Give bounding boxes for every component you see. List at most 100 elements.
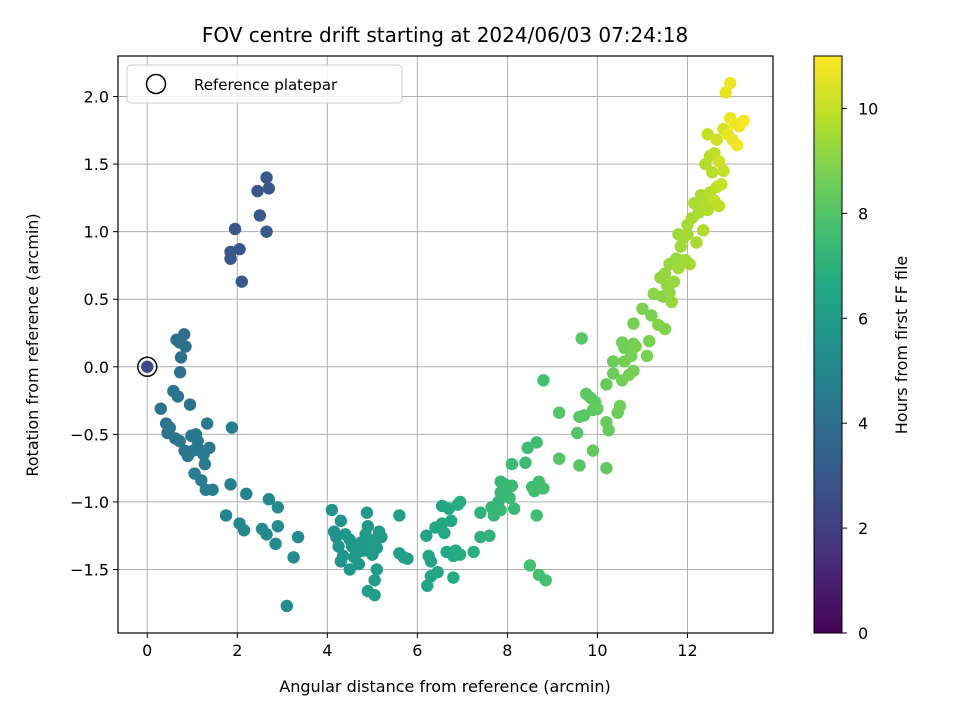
data-point (627, 317, 640, 330)
data-point (719, 86, 732, 99)
y-tick-label: 0.0 (84, 358, 109, 377)
data-point (658, 267, 672, 280)
data-point (521, 441, 534, 455)
data-point (360, 506, 374, 519)
data-point (624, 349, 638, 363)
y-axis-label: Rotation from reference (arcmin) (23, 213, 42, 476)
x-tick-label: 8 (502, 641, 512, 660)
y-tick-label: −1.5 (70, 560, 109, 579)
data-point (240, 487, 253, 501)
data-point (710, 133, 723, 146)
data-point (715, 178, 728, 191)
data-point (717, 164, 730, 178)
data-point (575, 332, 588, 345)
data-point (262, 493, 276, 506)
data-point (629, 340, 642, 353)
data-point (505, 479, 519, 492)
x-tick-label: 0 (142, 641, 152, 660)
data-point (191, 434, 204, 448)
data-point (260, 528, 273, 541)
data-point (494, 503, 507, 517)
data-point (658, 322, 672, 336)
data-point (665, 295, 678, 309)
data-point (171, 390, 185, 403)
data-point (334, 514, 348, 528)
x-tick-label: 2 (232, 641, 242, 660)
data-point (577, 409, 591, 422)
data-point (712, 155, 726, 168)
y-tick-label: 1.0 (84, 223, 109, 242)
data-point (219, 509, 233, 522)
data-point (640, 349, 654, 363)
data-point (701, 203, 714, 217)
data-point (591, 402, 604, 415)
y-axis-ticks: −1.5 −1.0 −0.5 0.0 0.5 1.0 1.5 2.0 (70, 88, 118, 579)
data-point (370, 541, 384, 555)
data-point (706, 166, 719, 179)
data-point (600, 378, 613, 391)
data-point (195, 474, 208, 487)
data-point (697, 224, 710, 237)
y-tick-label: −1.0 (70, 493, 109, 512)
data-point (375, 530, 388, 544)
data-point (421, 579, 434, 592)
data-point (724, 76, 737, 90)
data-point (667, 275, 681, 288)
data-point (225, 421, 239, 434)
data-point (683, 257, 696, 271)
colorbar-tick-label: 10 (858, 99, 878, 118)
data-point (291, 530, 305, 544)
data-point (570, 426, 584, 440)
data-point (701, 128, 714, 141)
data-point (179, 340, 192, 353)
data-point (474, 506, 487, 519)
data-point (647, 287, 660, 301)
data-point (154, 402, 167, 415)
colorbar: 0 2 4 6 8 10 Hours from first FF file (813, 55, 911, 643)
data-point (643, 334, 656, 348)
data-point (438, 526, 451, 540)
colorbar-label: Hours from first FF file (892, 256, 911, 435)
data-point (530, 509, 543, 522)
colorbar-tick-label: 4 (858, 414, 868, 433)
data-point (325, 503, 339, 517)
data-point (663, 286, 676, 299)
data-point (253, 209, 267, 222)
x-axis-ticks: 0 2 4 6 8 10 12 (142, 633, 698, 660)
data-point (200, 417, 214, 430)
y-tick-label: −0.5 (70, 425, 109, 444)
x-tick-label: 12 (677, 641, 697, 660)
data-point (447, 571, 460, 584)
data-point (260, 225, 273, 238)
data-point (173, 366, 187, 379)
data-point (615, 336, 629, 349)
data-point (262, 182, 276, 195)
data-point (645, 309, 658, 322)
data-point (332, 540, 345, 553)
data-point (260, 171, 273, 184)
data-point (269, 537, 282, 551)
data-point (163, 421, 176, 434)
data-point (573, 459, 586, 472)
data-point (539, 574, 552, 587)
data-point (280, 599, 294, 613)
data-point (505, 457, 519, 471)
data-point (401, 552, 414, 565)
data-point (453, 495, 467, 509)
data-point (271, 501, 285, 514)
colorbar-tick-label: 0 (858, 624, 868, 643)
plot-frame (117, 55, 774, 634)
data-point (586, 444, 600, 457)
data-point (361, 520, 375, 533)
data-point (393, 509, 406, 522)
data-point (368, 588, 381, 602)
data-point (606, 355, 620, 368)
colorbar-gradient (813, 55, 843, 634)
data-point (600, 461, 613, 475)
y-tick-label: 1.5 (84, 155, 109, 174)
data-point (251, 184, 264, 198)
data-point (690, 236, 703, 249)
data-point (368, 574, 381, 587)
data-point (271, 520, 285, 533)
